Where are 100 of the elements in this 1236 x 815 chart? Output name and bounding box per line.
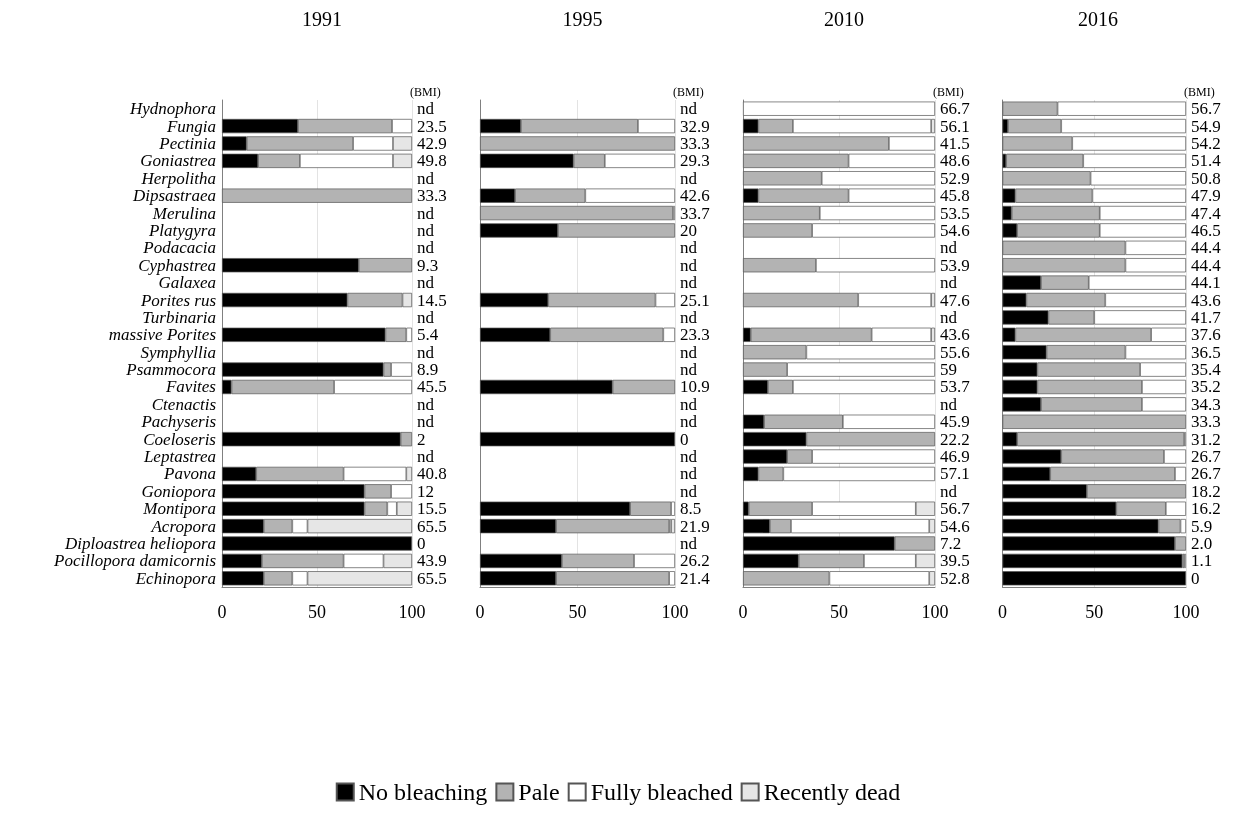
y2-tick-label: 56.1 [940,116,970,136]
y2-tick-label: nd [417,168,435,188]
y2-tick-label: 25.1 [680,290,710,310]
y2-tick-label: 44.1 [1191,273,1221,293]
y2-tick-label: 9.3 [417,255,439,275]
y2-tick-label: 23.3 [680,325,710,345]
bar [480,205,674,221]
y2-tick-label: 31.2 [1191,429,1221,449]
y2-tick-label: nd [680,307,698,327]
y2-tick-label: 12 [417,481,434,501]
y-tick-label: Symphyllia [140,342,216,362]
x-tick-label: 0 [998,602,1007,622]
x-tick-label: 100 [1172,602,1200,622]
y2-tick-label: nd [680,255,698,275]
bar [480,432,675,447]
y2-tick-label: 46.5 [1191,220,1221,240]
y2-tick-label: 59 [940,360,957,380]
y2-tick-label: 8.9 [417,360,439,380]
y2-tick-label: 42.6 [680,186,710,206]
y2-axis-title: (BMI) [673,85,704,99]
y2-tick-label: 53.7 [940,377,971,397]
y2-tick-label: 33.7 [680,203,711,223]
y2-tick-label: 23.5 [417,116,447,136]
y2-tick-label: 16.2 [1191,499,1221,519]
y-tick-label: Pavona [163,464,216,484]
y2-tick-label: nd [940,273,958,293]
legend-label: Pale [518,779,560,805]
y2-tick-label: nd [940,307,958,327]
y2-tick-label: 2.0 [1191,534,1213,554]
bar [1002,553,1183,569]
chart-title: 1991 [302,8,342,30]
y2-tick-label: 32.9 [680,116,710,136]
y2-tick-label: nd [417,99,435,119]
y2-tick-label: 0 [417,534,426,554]
y2-tick-label: 45.5 [417,377,447,397]
y2-tick-label: 21.4 [680,568,711,588]
y2-tick-label: nd [680,412,698,432]
y-tick-label: Favites [164,377,217,397]
y2-tick-label: 33.3 [1191,412,1221,432]
y2-tick-label: 65.5 [417,516,447,536]
y2-tick-label: 56.7 [1191,99,1222,119]
y2-tick-label: 54.6 [940,516,970,536]
y2-tick-label: 5.4 [417,325,439,345]
y2-tick-label: 37.6 [1191,325,1221,345]
y2-tick-label: 0 [680,429,689,449]
y2-tick-label: 45.9 [940,412,970,432]
y2-tick-label: nd [417,342,435,362]
y2-tick-label: 54.9 [1191,116,1221,136]
y2-tick-label: nd [417,220,435,240]
y2-tick-label: nd [680,534,698,554]
y2-tick-label: 26.7 [1191,447,1222,467]
x-tick-label: 50 [830,602,848,622]
y2-tick-label: 18.2 [1191,481,1221,501]
y2-tick-label: 52.8 [940,568,970,588]
x-tick-label: 100 [661,602,689,622]
y2-tick-label: 42.9 [417,133,447,153]
y2-tick-label: nd [417,394,435,414]
y2-tick-label: 22.2 [940,429,970,449]
y2-tick-label: nd [417,273,435,293]
y2-tick-label: 14.5 [417,290,447,310]
y2-tick-label: nd [417,447,435,467]
y2-tick-label: 2 [417,429,426,449]
y-tick-label: Ctenactis [151,394,217,414]
chart-title: 2016 [1078,8,1118,30]
y-tick-label: massive Porites [108,325,217,345]
y2-axis-title: (BMI) [933,85,964,99]
y2-tick-label: 36.5 [1191,342,1221,362]
y2-tick-label: 49.8 [417,151,447,171]
bar [1002,414,1186,429]
y2-axis-title: (BMI) [410,85,441,99]
y2-tick-label: 65.5 [417,568,447,588]
y2-tick-label: 39.5 [940,551,970,571]
y2-tick-label: 35.4 [1191,360,1222,380]
y2-tick-label: 21.9 [680,516,710,536]
y2-tick-label: 51.4 [1191,151,1222,171]
y2-tick-label: 53.5 [940,203,970,223]
y2-tick-label: 45.8 [940,186,970,206]
chart-title: 2010 [824,8,864,30]
y2-tick-label: 5.9 [1191,516,1213,536]
y2-tick-label: 43.6 [940,325,970,345]
y2-tick-label: nd [680,481,698,501]
y2-tick-label: 55.6 [940,342,970,362]
y2-tick-label: nd [417,203,435,223]
y-tick-label: Goniopora [141,481,216,501]
y2-tick-label: nd [417,307,435,327]
y2-tick-label: nd [417,238,435,258]
y2-tick-label: 7.2 [940,534,962,554]
y2-tick-label: 47.6 [940,290,970,310]
y2-tick-label: 29.3 [680,151,710,171]
y2-tick-label: 56.7 [940,499,971,519]
y2-tick-label: 0 [1191,568,1200,588]
y2-tick-label: 52.9 [940,168,970,188]
legend-label: Recently dead [763,779,901,805]
y2-axis-title: (BMI) [1184,85,1215,99]
y2-tick-label: 1.1 [1191,551,1213,571]
y2-tick-label: 66.7 [940,99,971,119]
y2-tick-label: nd [680,99,698,119]
legend-label: No bleaching [358,779,488,805]
x-tick-label: 0 [475,602,485,622]
y2-tick-label: 34.3 [1191,394,1221,414]
